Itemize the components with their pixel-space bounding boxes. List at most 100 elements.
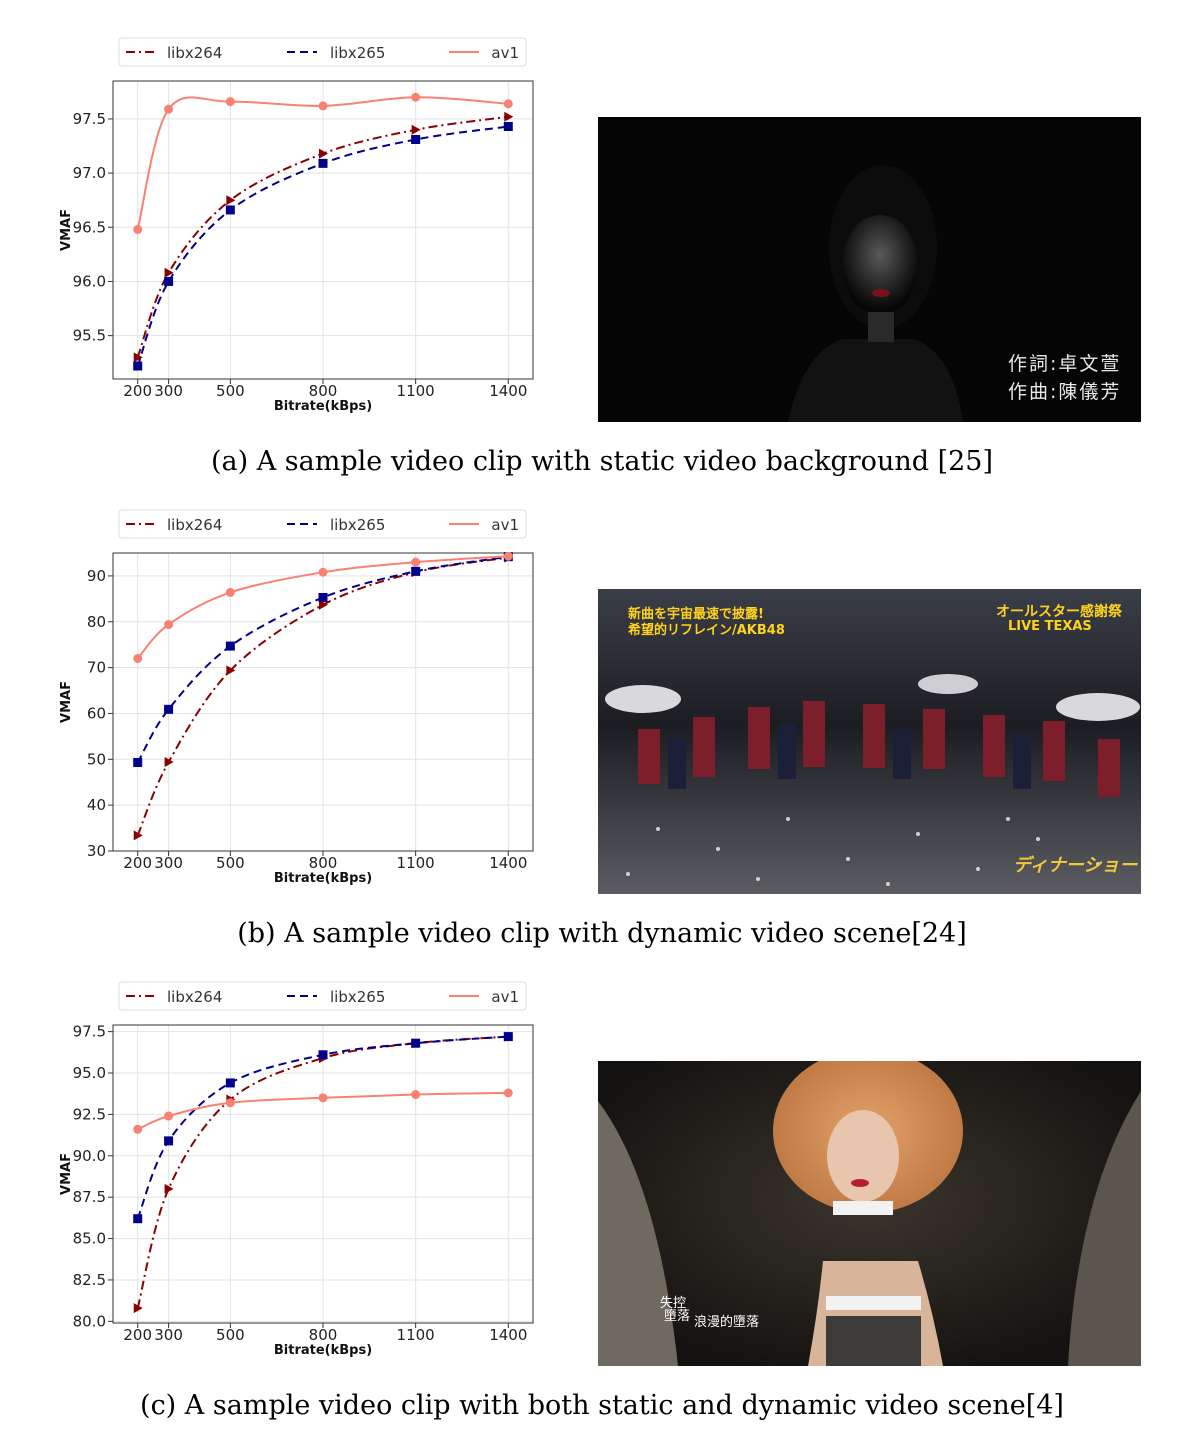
x-tick-label: 800 (309, 382, 338, 400)
chart-c: libx264 libx265 av1 80.0 82.5 85.0 87.5 90.0 92.… (59, 981, 534, 1358)
legend-label: libx264 (167, 44, 222, 62)
x-tick-label: 200 (123, 382, 152, 400)
data-point-libx265 (318, 1050, 328, 1060)
data-point-av1 (225, 97, 235, 107)
grid (113, 1025, 533, 1323)
x-axis-label: Bitrate(kBps) (274, 399, 372, 414)
panel-a: libx264 libx265 av1 95.5 96.0 96.5 97.0 97.5 200… (0, 0, 1204, 490)
legend-label: libx264 (167, 516, 222, 534)
data-point-libx265 (318, 592, 328, 602)
legend-label: av1 (491, 516, 519, 534)
overlay-lyric-2: 作曲:陳儀芳 (1008, 381, 1122, 403)
data-point-av1 (503, 99, 513, 109)
y-tick-label: 96.5 (73, 218, 106, 236)
legend-item-libx264: libx264 (126, 516, 222, 534)
caption-b: (b) A sample video clip with dynamic vid… (237, 918, 967, 949)
series-av1 (133, 551, 513, 663)
y-tick-label: 80 (87, 613, 106, 631)
frame-c-figure (598, 1061, 1141, 1366)
overlay-logo: ディナーショー (1013, 855, 1138, 876)
data-point-av1 (503, 1088, 513, 1098)
panel-b: libx264 libx265 av1 30 40 50 60 70 80 90 200 300 500… (0, 472, 1204, 962)
y-tick-label: 97.0 (73, 164, 106, 182)
x-tick-label: 800 (309, 854, 338, 872)
chart-a: libx264 libx265 av1 95.5 96.0 96.5 97.0 97.5 200… (59, 37, 534, 414)
caption-a: (a) A sample video clip with static vide… (210, 446, 994, 477)
data-point-libx265 (411, 135, 421, 145)
y-tick-label: 90 (87, 567, 106, 585)
legend-item-av1: av1 (449, 516, 519, 534)
x-tick-label: 1400 (489, 382, 527, 400)
y-tick-label: 60 (87, 704, 106, 722)
data-point-libx264 (164, 1183, 174, 1194)
data-point-av1 (503, 551, 513, 561)
data-point-libx265 (225, 641, 235, 651)
x-tick-label: 300 (154, 1326, 183, 1344)
data-point-libx264 (504, 111, 514, 122)
legend-label: av1 (491, 44, 519, 62)
x-tick-label: 300 (154, 382, 183, 400)
series-line-av1 (136, 96, 509, 230)
data-point-libx264 (319, 599, 328, 610)
legend-item-libx265: libx265 (287, 44, 385, 62)
x-tick-label: 1400 (489, 854, 527, 872)
data-point-libx265 (133, 758, 143, 768)
legend: libx264 libx265 av1 (118, 981, 527, 1011)
x-tick-label: 1100 (397, 854, 435, 872)
data-point-av1 (164, 620, 174, 630)
overlay-right-2: LIVE TEXAS (1008, 619, 1092, 634)
series-line-libx265 (136, 555, 509, 764)
frame-b-figure (598, 589, 1141, 894)
x-tick-label: 200 (123, 1326, 152, 1344)
data-point-libx264 (411, 124, 421, 135)
overlay-lyric-3: 浪漫的墮落 (694, 1315, 760, 1330)
data-point-av1 (133, 1124, 143, 1134)
series-line-libx265 (136, 125, 509, 367)
y-tick-label: 82.5 (73, 1271, 106, 1289)
data-point-libx264 (319, 148, 328, 159)
chart-b: libx264 libx265 av1 30 40 50 60 70 80 90 200 300 500… (59, 509, 534, 886)
y-tick-label: 30 (87, 842, 106, 860)
data-point-libx265 (503, 1032, 513, 1042)
x-axis-label: Bitrate(kBps) (274, 1343, 372, 1358)
y-axis-label: VMAF (59, 209, 74, 251)
x-tick-label: 1400 (489, 1326, 527, 1344)
x-tick-label: 300 (154, 854, 183, 872)
y-tick-label: 97.5 (73, 110, 106, 128)
x-tick-label: 500 (216, 1326, 245, 1344)
legend-item-libx264: libx264 (126, 988, 222, 1006)
data-point-av1 (411, 557, 421, 567)
data-point-libx265 (133, 361, 143, 371)
legend-item-libx265: libx265 (287, 516, 385, 534)
data-point-libx265 (225, 1078, 235, 1088)
data-point-libx264 (164, 267, 174, 278)
legend-label: libx265 (330, 988, 385, 1006)
data-point-av1 (133, 653, 143, 663)
data-point-libx265 (411, 1038, 421, 1048)
data-point-av1 (133, 224, 143, 234)
overlay-lyric-2: 墮落 (664, 1309, 691, 1324)
y-tick-label: 95.5 (73, 327, 106, 345)
y-tick-label: 92.5 (73, 1105, 106, 1123)
data-point-libx264 (133, 1303, 143, 1314)
data-point-libx265 (133, 1214, 143, 1224)
y-tick-label: 87.5 (73, 1188, 106, 1206)
legend-item-libx265: libx265 (287, 988, 385, 1006)
data-point-av1 (225, 1098, 235, 1108)
x-tick-label: 500 (216, 382, 245, 400)
data-point-av1 (164, 104, 174, 114)
series-libx265 (133, 1032, 513, 1224)
legend-label: libx265 (330, 44, 385, 62)
video-frame-b: 新曲を宇宙最速で披露! 希望的リフレイン/AKB48 オールスター感謝祭 LIV… (598, 589, 1141, 894)
overlay-lyric-1: 作詞:卓文萱 (1008, 353, 1122, 375)
data-point-av1 (318, 1093, 328, 1103)
y-axis-label: VMAF (59, 1153, 74, 1195)
video-frame-c: 失控 墮落 浪漫的墮落 (598, 1061, 1141, 1366)
series-libx265 (133, 122, 513, 371)
data-point-av1 (318, 101, 328, 111)
legend: libx264 libx265 av1 (118, 37, 527, 67)
legend-item-libx264: libx264 (126, 44, 222, 62)
data-point-libx265 (164, 276, 174, 286)
legend-label: libx265 (330, 516, 385, 534)
frame-a-figure (788, 165, 963, 422)
